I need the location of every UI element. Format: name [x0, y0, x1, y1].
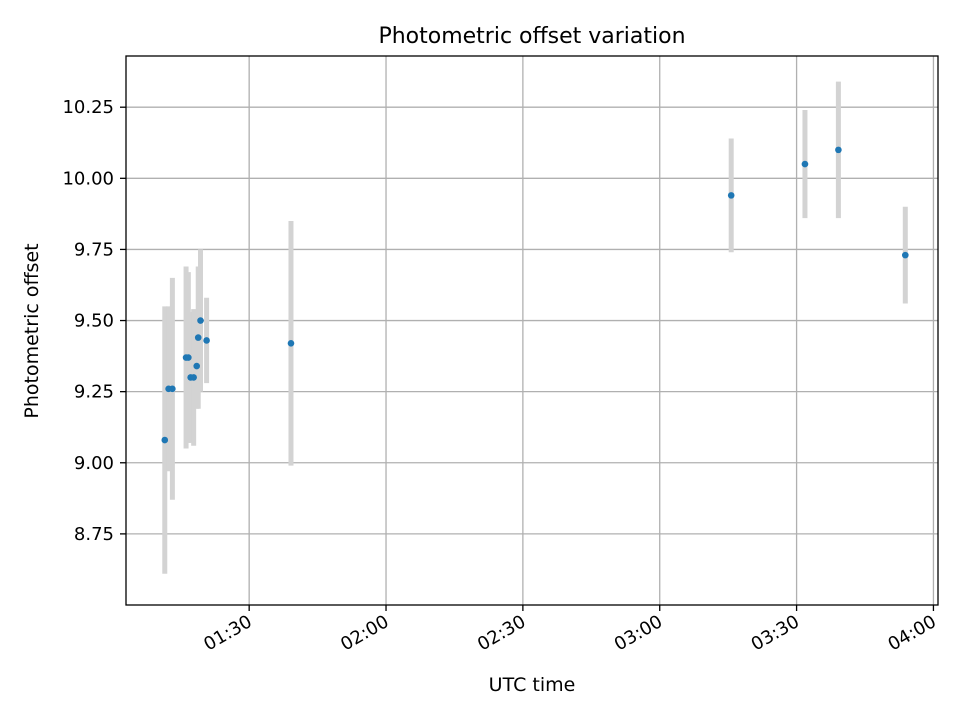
data-point — [193, 362, 201, 370]
y-tick-label: 10.25 — [62, 97, 114, 118]
data-point — [835, 146, 842, 154]
y-axis-title: Photometric offset — [21, 243, 43, 418]
y-tick-label: 10.00 — [62, 168, 114, 189]
y-tick-label: 9.75 — [74, 239, 114, 260]
y-axis-ticks: 8.75 9.00 9.25 9.50 9.75 10.00 10.25 — [62, 97, 126, 545]
data-point — [190, 374, 197, 381]
data-points — [161, 146, 909, 444]
chart-title: Photometric offset variation — [378, 24, 685, 49]
x-axis-title: UTC time — [489, 674, 576, 696]
grid — [126, 56, 938, 605]
data-point — [801, 160, 809, 168]
plot-frame — [125, 55, 939, 606]
y-tick-label: 8.75 — [74, 524, 114, 545]
data-point — [287, 340, 295, 347]
y-tick-label: 9.50 — [74, 311, 114, 332]
data-point — [169, 385, 176, 393]
data-point — [194, 334, 202, 341]
data-point — [727, 192, 735, 199]
y-tick-label: 9.00 — [74, 453, 114, 474]
data-point — [902, 251, 909, 259]
data-point — [185, 354, 192, 361]
data-point — [197, 317, 204, 324]
y-tick-label: 9.25 — [74, 382, 114, 403]
data-point — [203, 337, 210, 344]
data-point — [161, 436, 169, 444]
